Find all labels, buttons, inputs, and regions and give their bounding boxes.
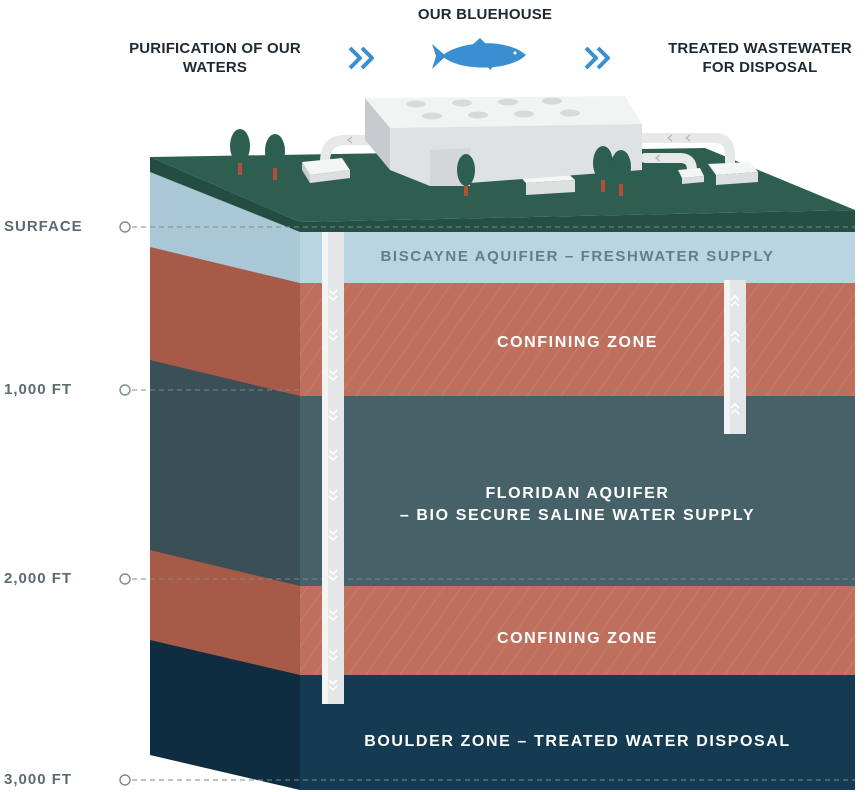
- fish-icon: [432, 38, 526, 70]
- label-biscayne-aquifier: BISCAYNE AQUIFIER – FRESHWATER SUPPLY: [380, 248, 775, 265]
- tree-icon: [230, 129, 631, 196]
- label-floridan-aquifer-line1: FLORIDAN AQUIFER: [485, 485, 670, 502]
- header-purification: PURIFICATION OF OUR WATERS: [129, 40, 301, 76]
- header-bluehouse: OUR BLUEHOUSE: [417, 6, 553, 23]
- label-floridan-aquifer-line2: – BIO SECURE SALINE WATER SUPPLY: [399, 507, 756, 524]
- depth-label-surface: SURFACE: [4, 218, 83, 235]
- depth-label-1000ft: 1,000 FT: [4, 381, 73, 398]
- label-confining-zone-lower: CONFINING ZONE: [496, 630, 659, 647]
- label-boulder-zone: BOULDER ZONE – TREATED WATER DISPOSAL: [364, 733, 791, 750]
- label-confining-zone-upper: CONFINING ZONE: [496, 334, 659, 351]
- depth-label-2000ft: 2,000 FT: [4, 570, 73, 587]
- depth-label-3000ft: 3,000 FT: [4, 771, 73, 788]
- injection-well-pipe: [322, 232, 344, 704]
- chevron-right-icon: [348, 46, 610, 70]
- depth-guide-lines: [132, 226, 855, 781]
- depth-marker-circles: [119, 221, 131, 786]
- surface-pipes: [320, 133, 735, 175]
- building-icon: [365, 96, 642, 186]
- header-treated-wastewater: TREATED WASTEWATER FOR DISPOSAL: [668, 40, 852, 76]
- supply-well-pipe: [724, 280, 746, 434]
